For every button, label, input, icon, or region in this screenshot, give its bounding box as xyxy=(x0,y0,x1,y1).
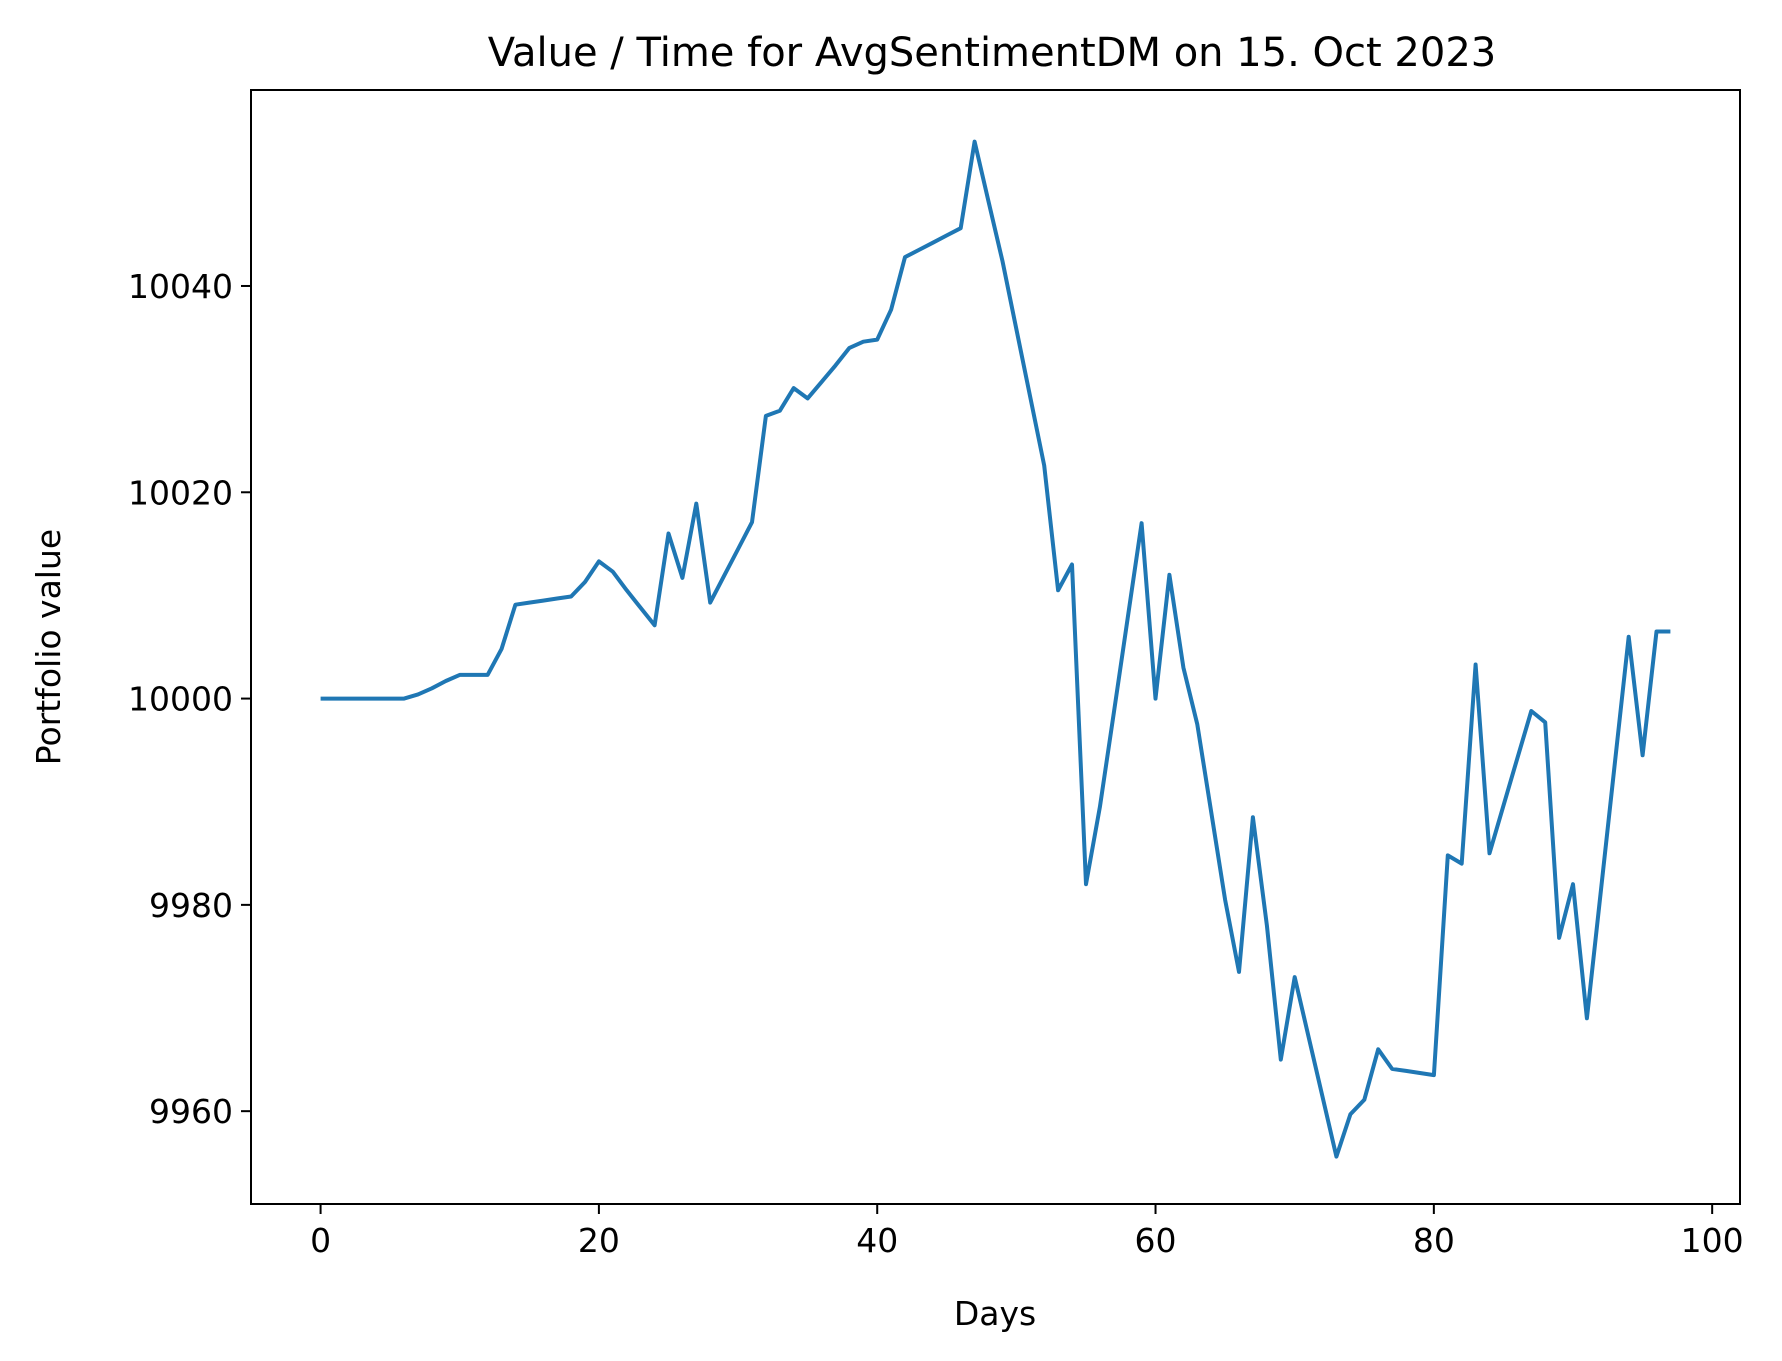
y-axis: 9960 9980 10000 10020 10040 xyxy=(128,267,251,1131)
series-line-0 xyxy=(320,139,1671,1159)
y-tick-label: 10020 xyxy=(128,473,233,512)
x-tick-label: 0 xyxy=(310,1221,331,1260)
plot-area xyxy=(320,139,1671,1159)
chart-title: Value / Time for AvgSentimentDM on 15. O… xyxy=(488,30,1496,76)
y-tick-label: 9960 xyxy=(149,1092,233,1131)
x-tick-label: 40 xyxy=(856,1221,898,1260)
x-axis: 0 20 40 60 80 100 xyxy=(310,1204,1744,1260)
plot-frame xyxy=(250,89,1741,1205)
y-tick-label: 10040 xyxy=(128,267,233,306)
y-tick-label: 10000 xyxy=(128,680,233,719)
x-tick-label: 80 xyxy=(1413,1221,1455,1260)
y-tick-label: 9980 xyxy=(149,886,233,925)
x-axis-label: Days xyxy=(954,1294,1036,1333)
y-axis-label: Portfolio value xyxy=(29,529,68,765)
x-tick-label: 20 xyxy=(578,1221,620,1260)
x-tick-label: 60 xyxy=(1135,1221,1177,1260)
x-tick-label: 100 xyxy=(1681,1221,1744,1260)
